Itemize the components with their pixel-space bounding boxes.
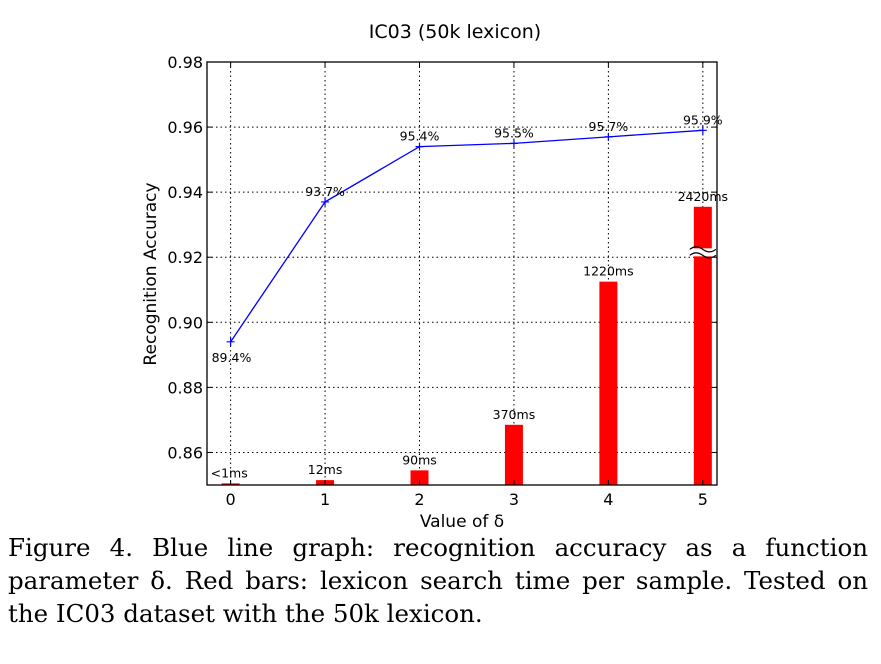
y-tick-label: 0.88 xyxy=(167,378,203,397)
axis-break-gap xyxy=(691,248,714,257)
accuracy-point-marker xyxy=(415,142,424,151)
line-labels: 89.4% 93.7% 95.4% 95.5% 95.7% 95.9% xyxy=(212,112,723,365)
y-tick-label: 0.86 xyxy=(167,443,203,462)
x-tick-label: 4 xyxy=(603,490,613,509)
y-tick-label: 0.90 xyxy=(167,313,203,332)
x-tick-label: 2 xyxy=(414,490,424,509)
y-tick-label: 0.96 xyxy=(167,118,203,137)
x-axis-label: Value of δ xyxy=(420,512,504,530)
search-time-bar xyxy=(410,470,429,485)
y-tick-label: 0.98 xyxy=(167,53,203,72)
y-tick-label: 0.94 xyxy=(167,183,203,202)
accuracy-data-label: 95.7% xyxy=(589,119,629,134)
accuracy-point-marker xyxy=(321,197,330,206)
x-axis: 0 1 2 3 4 5 xyxy=(226,62,708,509)
axis-break-mark-upper xyxy=(689,246,717,253)
x-tick-label: 5 xyxy=(698,490,708,509)
accuracy-point-marker xyxy=(604,132,613,141)
plot-frame xyxy=(206,61,718,486)
chart-figure: IC03 (50k lexicon) <1ms 12ms 90ms 370ms 1220… xyxy=(141,21,728,530)
x-tick-label: 0 xyxy=(226,490,236,509)
bar-data-label: 370ms xyxy=(493,407,536,422)
grid-lines xyxy=(207,61,717,485)
chart-title: IC03 (50k lexicon) xyxy=(369,21,541,43)
x-tick-label: 1 xyxy=(320,490,330,509)
figure-caption: Figure 4. Blue line graph: recognition a… xyxy=(8,533,868,628)
accuracy-data-label: 95.5% xyxy=(494,125,534,140)
search-time-bar xyxy=(693,206,712,486)
search-time-bar xyxy=(504,424,523,485)
bar-data-label: 2420ms xyxy=(678,189,729,204)
accuracy-data-label: 89.4% xyxy=(212,350,252,365)
y-axis-label: Recognition Accuracy xyxy=(141,182,161,365)
accuracy-point-marker xyxy=(509,139,518,148)
accuracy-point-marker xyxy=(698,126,707,135)
bar-data-label: 12ms xyxy=(308,462,343,477)
bar-series xyxy=(221,206,717,486)
bar-data-label: 90ms xyxy=(402,452,437,467)
accuracy-data-label: 95.9% xyxy=(683,112,723,127)
accuracy-data-label: 93.7% xyxy=(305,184,345,199)
accuracy-point-marker xyxy=(226,337,235,346)
search-time-bar xyxy=(599,281,618,485)
bar-labels: <1ms 12ms 90ms 370ms 1220ms 2420ms xyxy=(211,189,728,481)
accuracy-data-label: 95.4% xyxy=(400,129,440,144)
y-tick-label: 0.92 xyxy=(167,248,203,267)
bar-data-label: <1ms xyxy=(211,465,248,480)
y-axis: 0.86 0.88 0.90 0.92 0.94 0.96 0.98 xyxy=(167,53,717,462)
bar-data-label: 1220ms xyxy=(583,264,634,279)
x-tick-label: 3 xyxy=(509,490,519,509)
accuracy-line xyxy=(230,129,703,343)
accuracy-line-series xyxy=(226,126,707,346)
